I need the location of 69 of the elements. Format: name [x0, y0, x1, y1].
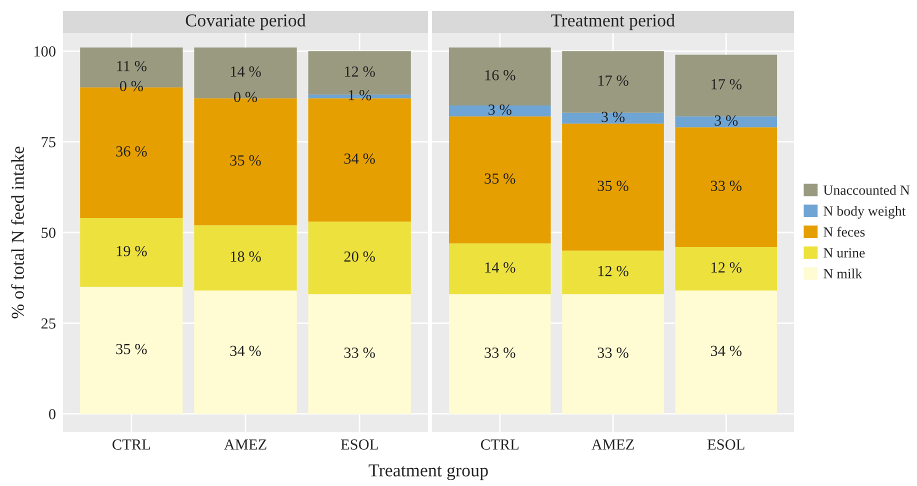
data-label: 33 %: [344, 348, 375, 358]
data-label: 34 %: [710, 346, 742, 356]
legend-label: N body weight: [824, 206, 906, 219]
legend-label: Unaccounted N: [823, 185, 910, 195]
bar: [562, 294, 664, 414]
bar: [308, 294, 411, 414]
bar: [562, 124, 664, 251]
bar: [675, 54, 778, 116]
x-tick-label: ESOL: [707, 439, 744, 450]
data-label: 11 %: [117, 60, 147, 72]
bar: [675, 290, 778, 414]
y-axis-title: % of total N feed intake: [11, 146, 24, 318]
chart-title: Covariate period: [186, 14, 306, 30]
bar: [80, 218, 183, 287]
bar: [194, 225, 297, 291]
x-tick-label: ESOL: [340, 439, 378, 450]
bar: [448, 106, 551, 116]
data-label: 33 %: [484, 348, 516, 358]
data-label: 3 %: [488, 104, 512, 115]
data-label: 3 %: [602, 112, 625, 122]
bar: [448, 294, 551, 414]
data-label: 17 %: [712, 79, 742, 90]
data-label: 12 %: [712, 262, 742, 273]
bar: [675, 116, 778, 128]
x-tick-label: CTRL: [480, 439, 518, 450]
y-tick-label: 75: [42, 137, 56, 148]
data-label: 12 %: [598, 266, 628, 276]
bar: [448, 48, 551, 106]
bar: [308, 222, 411, 294]
bar: [675, 127, 778, 248]
x-tick-label: AMEZ: [592, 439, 634, 450]
x-tick-label: CTRL: [112, 439, 150, 450]
data-label: 16 %: [485, 70, 516, 80]
data-label: 14 %: [485, 262, 516, 273]
bar: [194, 290, 297, 414]
data-label: 35 %: [484, 173, 516, 184]
bar: [675, 247, 778, 291]
data-label: 34 %: [344, 153, 375, 164]
data-label: 1 %: [348, 90, 372, 100]
data-label: 3 %: [714, 115, 738, 126]
data-label: 34 %: [230, 346, 261, 356]
bar: [448, 243, 551, 294]
data-label: 17 %: [598, 75, 628, 86]
y-tick-label: 0: [49, 409, 56, 420]
data-label: 36 %: [116, 146, 147, 157]
chart-title: Treatment period: [551, 14, 675, 30]
x-axis-title: Treatment group: [368, 464, 488, 480]
bar: [562, 250, 664, 294]
data-label: 35 %: [598, 180, 628, 192]
data-label: 19 %: [116, 246, 147, 256]
data-label: 20 %: [344, 251, 375, 262]
data-label: 33 %: [598, 348, 628, 358]
y-tick-label: 50: [42, 228, 56, 238]
bar: [562, 51, 664, 113]
data-label: 35 %: [230, 155, 261, 166]
data-label: 18 %: [230, 251, 261, 262]
y-tick-label: 25: [41, 318, 56, 329]
data-label: 33 %: [710, 180, 742, 192]
y-tick-label: 100: [34, 46, 56, 57]
data-label: 35 %: [116, 344, 147, 354]
data-label: 12 %: [344, 66, 375, 77]
bar: [80, 286, 183, 414]
legend-label: N urine: [824, 248, 865, 258]
x-tick-label: AMEZ: [224, 439, 266, 450]
bar: [448, 116, 551, 244]
legend-label: N feces: [824, 226, 865, 237]
data-label: 14 %: [230, 66, 261, 77]
legend-label: N milk: [824, 268, 862, 278]
bar: [562, 112, 664, 124]
